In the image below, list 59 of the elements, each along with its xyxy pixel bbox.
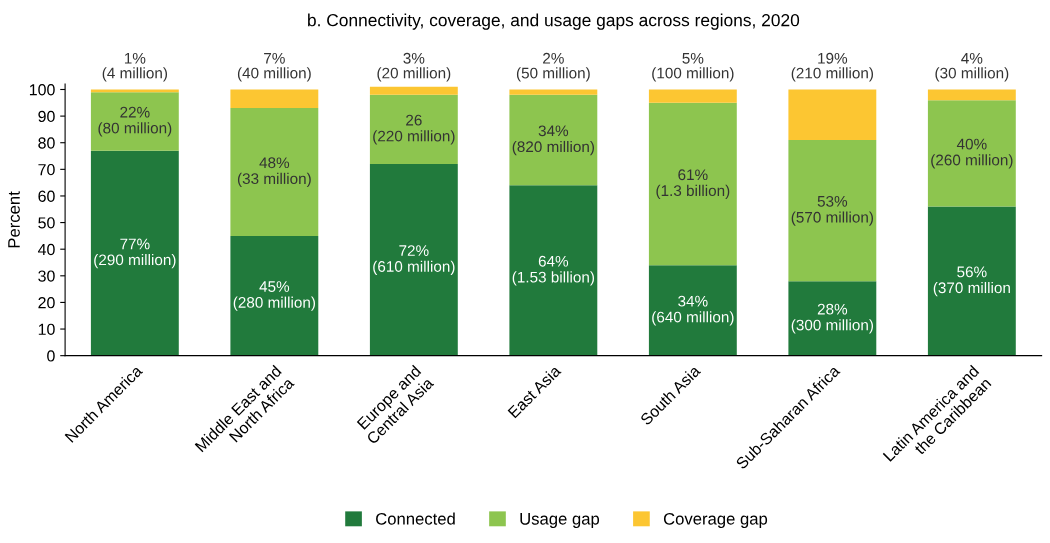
x-tick-label: East Asia <box>507 364 562 419</box>
y-tick-label: 40 <box>37 243 55 256</box>
bar <box>90 89 179 93</box>
bar <box>927 89 1016 101</box>
bar <box>369 86 458 95</box>
data-label: 22% (80 million) <box>98 106 172 137</box>
data-label: 19% (210 million) <box>791 52 874 82</box>
y-tick-label: 50 <box>38 217 55 229</box>
bar <box>648 102 737 266</box>
data-label: 2% (50 million) <box>516 52 590 82</box>
y-tick-label: 90 <box>38 110 55 123</box>
bar <box>230 89 319 109</box>
y-tick-label: 30 <box>38 270 55 282</box>
bar <box>927 100 1016 207</box>
bar <box>369 164 458 356</box>
y-tick-label: 80 <box>38 137 55 149</box>
legend-label: Connected <box>376 512 455 525</box>
data-label: 26 (220 million) <box>373 114 455 145</box>
legend-label: Usage gap <box>520 513 600 528</box>
data-label: 5% (100 million) <box>652 52 734 82</box>
bar <box>927 206 1016 356</box>
bar <box>788 140 877 282</box>
data-label: 3% (20 million) <box>377 52 451 82</box>
y-tick-label: 20 <box>38 297 55 309</box>
data-label: 34% (820 million) <box>512 125 595 156</box>
bar <box>369 94 458 165</box>
data-label: 64% (1.53 billion) <box>512 255 595 286</box>
bar <box>230 108 319 236</box>
y-tick-label: 70 <box>38 163 55 176</box>
bar <box>90 92 179 151</box>
data-label: 48% (33 million) <box>237 157 311 188</box>
bar <box>648 89 737 103</box>
bar <box>648 265 737 356</box>
data-label: 72% (610 million) <box>373 245 455 275</box>
bar <box>509 89 598 95</box>
data-label: 53% (570 million) <box>791 195 874 226</box>
y-tick-label: 10 <box>38 323 55 335</box>
data-label: 40% (260 million) <box>931 138 1013 169</box>
data-label: 61% (1.3 billion) <box>656 169 730 200</box>
data-label: 56% (370 million <box>933 266 1010 297</box>
y-tick-label: 100 <box>29 84 55 96</box>
bar <box>509 94 598 186</box>
data-label: 28% (300 million) <box>791 303 874 334</box>
bar <box>230 235 319 356</box>
data-label: 1% (4 million) <box>102 52 168 82</box>
data-label: 34% (640 million) <box>652 295 734 326</box>
data-label: 45% (280 million) <box>233 281 316 311</box>
y-axis-title: Percent <box>8 191 20 248</box>
data-label: 4% (30 million) <box>935 52 1009 82</box>
y-tick-label: 60 <box>38 190 55 202</box>
bar <box>788 89 877 141</box>
chart-title: b. Connectivity, coverage, and usage gaps across regions, 2020 <box>308 13 800 30</box>
data-label: 7% (40 million) <box>237 52 311 82</box>
y-tick-label: 0 <box>47 350 55 362</box>
legend-label: Coverage gap <box>663 512 768 528</box>
data-label: 77% (290 million) <box>94 238 176 269</box>
bar <box>788 281 877 356</box>
bar <box>90 150 179 356</box>
bar <box>509 185 598 356</box>
